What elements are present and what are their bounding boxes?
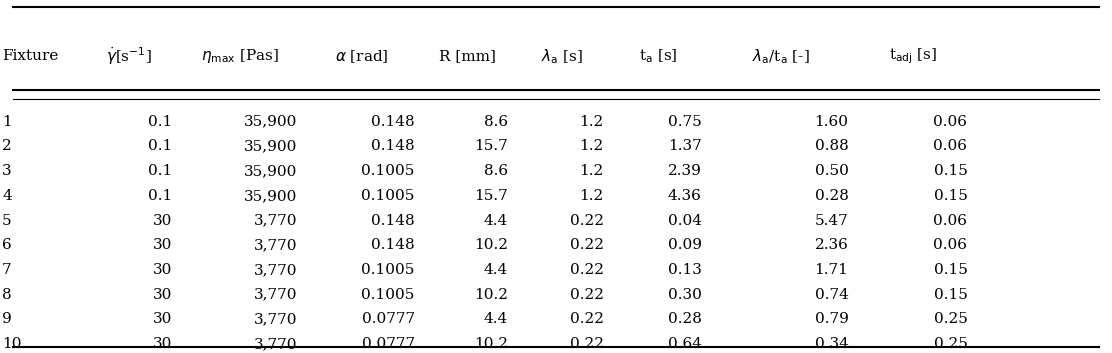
Text: 0.06: 0.06 (933, 115, 967, 129)
Text: 2.36: 2.36 (815, 238, 848, 252)
Text: 30: 30 (153, 288, 172, 302)
Text: 0.148: 0.148 (371, 139, 415, 154)
Text: 0.04: 0.04 (667, 214, 702, 228)
Text: 0.15: 0.15 (934, 189, 967, 203)
Text: 1.2: 1.2 (579, 189, 604, 203)
Text: 3,770: 3,770 (254, 214, 297, 228)
Text: 15.7: 15.7 (475, 139, 508, 154)
Text: 4.4: 4.4 (484, 263, 508, 277)
Text: 0.148: 0.148 (371, 214, 415, 228)
Text: 2.39: 2.39 (668, 164, 702, 178)
Text: 0.75: 0.75 (668, 115, 702, 129)
Text: 0.0777: 0.0777 (361, 312, 415, 327)
Text: 0.22: 0.22 (569, 288, 604, 302)
Text: 1.37: 1.37 (668, 139, 702, 154)
Text: 0.22: 0.22 (569, 263, 604, 277)
Text: 35,900: 35,900 (244, 139, 297, 154)
Text: $\dot{\gamma}$[s$^{-1}$]: $\dot{\gamma}$[s$^{-1}$] (106, 46, 152, 67)
Text: 6: 6 (2, 238, 12, 252)
Text: 0.64: 0.64 (667, 337, 702, 351)
Text: 0.06: 0.06 (933, 238, 967, 252)
Text: 35,900: 35,900 (244, 189, 297, 203)
Text: 0.74: 0.74 (815, 288, 848, 302)
Text: 0.1: 0.1 (148, 139, 172, 154)
Text: 0.22: 0.22 (569, 238, 604, 252)
Text: 1: 1 (2, 115, 12, 129)
Text: 0.1: 0.1 (148, 115, 172, 129)
Text: 30: 30 (153, 238, 172, 252)
Text: 10.2: 10.2 (474, 288, 508, 302)
Text: 0.25: 0.25 (934, 312, 967, 327)
Text: 0.25: 0.25 (934, 337, 967, 351)
Text: 0.28: 0.28 (815, 189, 848, 203)
Text: R [mm]: R [mm] (438, 49, 496, 64)
Text: 4.36: 4.36 (668, 189, 702, 203)
Text: 0.30: 0.30 (668, 288, 702, 302)
Text: 4: 4 (2, 189, 12, 203)
Text: 0.34: 0.34 (815, 337, 848, 351)
Text: 1.2: 1.2 (579, 164, 604, 178)
Text: 0.79: 0.79 (815, 312, 848, 327)
Text: 8: 8 (2, 288, 12, 302)
Text: t$_{\rm a}$ [s]: t$_{\rm a}$ [s] (639, 48, 677, 65)
Text: 10.2: 10.2 (474, 337, 508, 351)
Text: 30: 30 (153, 263, 172, 277)
Text: 3: 3 (2, 164, 12, 178)
Text: 0.22: 0.22 (569, 337, 604, 351)
Text: 5: 5 (2, 214, 12, 228)
Text: $\lambda_{\rm a}$/t$_{\rm a}$ [-]: $\lambda_{\rm a}$/t$_{\rm a}$ [-] (752, 47, 810, 66)
Text: $\eta_{\rm max}$ [Pas]: $\eta_{\rm max}$ [Pas] (201, 48, 279, 65)
Text: 1.60: 1.60 (814, 115, 848, 129)
Text: 1.2: 1.2 (579, 139, 604, 154)
Text: 35,900: 35,900 (244, 164, 297, 178)
Text: 4.4: 4.4 (484, 312, 508, 327)
Text: 0.15: 0.15 (934, 263, 967, 277)
Text: 0.06: 0.06 (933, 214, 967, 228)
Text: $\lambda_{\rm a}$ [s]: $\lambda_{\rm a}$ [s] (540, 47, 583, 66)
Text: 0.22: 0.22 (569, 312, 604, 327)
Text: 9: 9 (2, 312, 12, 327)
Text: 3,770: 3,770 (254, 337, 297, 351)
Text: 8.6: 8.6 (484, 115, 508, 129)
Text: 0.88: 0.88 (815, 139, 848, 154)
Text: 7: 7 (2, 263, 12, 277)
Text: 0.1005: 0.1005 (361, 189, 415, 203)
Text: 2: 2 (2, 139, 12, 154)
Text: 0.148: 0.148 (371, 238, 415, 252)
Text: 1.2: 1.2 (579, 115, 604, 129)
Text: 35,900: 35,900 (244, 115, 297, 129)
Text: t$_{\rm adj}$ [s]: t$_{\rm adj}$ [s] (890, 47, 937, 66)
Text: 0.06: 0.06 (933, 139, 967, 154)
Text: Fixture: Fixture (2, 49, 59, 64)
Text: 0.1: 0.1 (148, 189, 172, 203)
Text: 3,770: 3,770 (254, 288, 297, 302)
Text: 30: 30 (153, 214, 172, 228)
Text: 3,770: 3,770 (254, 312, 297, 327)
Text: 30: 30 (153, 312, 172, 327)
Text: 30: 30 (153, 337, 172, 351)
Text: 0.15: 0.15 (934, 288, 967, 302)
Text: 0.148: 0.148 (371, 115, 415, 129)
Text: 0.0777: 0.0777 (361, 337, 415, 351)
Text: 0.09: 0.09 (667, 238, 702, 252)
Text: 15.7: 15.7 (475, 189, 508, 203)
Text: 0.1: 0.1 (148, 164, 172, 178)
Text: $\alpha$ [rad]: $\alpha$ [rad] (335, 48, 388, 65)
Text: 10: 10 (2, 337, 22, 351)
Text: 3,770: 3,770 (254, 263, 297, 277)
Text: 0.28: 0.28 (668, 312, 702, 327)
Text: 0.1005: 0.1005 (361, 263, 415, 277)
Text: 5.47: 5.47 (815, 214, 848, 228)
Text: 8.6: 8.6 (484, 164, 508, 178)
Text: 0.13: 0.13 (668, 263, 702, 277)
Text: 0.1005: 0.1005 (361, 288, 415, 302)
Text: 0.50: 0.50 (815, 164, 848, 178)
Text: 1.71: 1.71 (815, 263, 848, 277)
Text: 4.4: 4.4 (484, 214, 508, 228)
Text: 10.2: 10.2 (474, 238, 508, 252)
Text: 0.1005: 0.1005 (361, 164, 415, 178)
Text: 3,770: 3,770 (254, 238, 297, 252)
Text: 0.22: 0.22 (569, 214, 604, 228)
Text: 0.15: 0.15 (934, 164, 967, 178)
